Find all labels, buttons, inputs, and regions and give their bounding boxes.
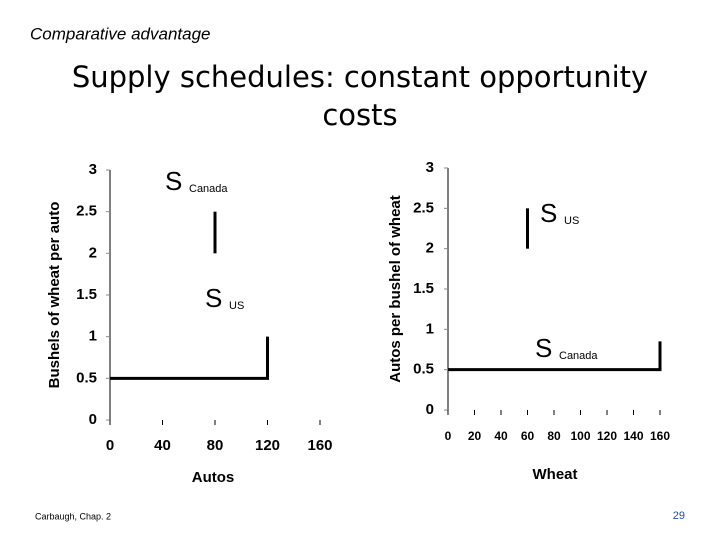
title-box: Supply schedules: constant opportunity c… xyxy=(71,60,649,132)
y-tick-label: 2 xyxy=(89,244,97,261)
supply-line xyxy=(448,341,662,372)
series-subscript: US xyxy=(564,215,579,227)
series-name: S xyxy=(535,333,552,363)
kicker: Comparative advantage xyxy=(30,24,211,43)
series-name: S xyxy=(205,283,222,313)
page-number: 29 xyxy=(673,510,685,522)
y-tick-label: 1 xyxy=(426,320,434,337)
supply-line xyxy=(110,336,269,380)
y-tick-label: 0.5 xyxy=(76,369,97,386)
y-tick-label: 0.5 xyxy=(413,361,434,378)
y-tick-label: 1 xyxy=(89,328,97,345)
slide-title: Supply schedules: constant opportunity c… xyxy=(71,60,649,132)
x-tick-label: 120 xyxy=(255,437,280,454)
series-name: S xyxy=(540,198,557,228)
y-tick-label: 2.5 xyxy=(413,199,434,216)
series-name: S xyxy=(165,166,182,196)
x-tick-label: 80 xyxy=(547,429,561,443)
y-tick-label: 0 xyxy=(426,401,434,418)
series-subscript: Canada xyxy=(559,350,598,362)
x-tick-label: 20 xyxy=(468,429,482,443)
y-tick-label: 2 xyxy=(426,240,434,257)
y-tick-label: 1.5 xyxy=(76,286,97,303)
y-tick-label: 3 xyxy=(89,161,97,178)
x-tick-label: 80 xyxy=(207,437,224,454)
series-subscript: Canada xyxy=(189,183,228,195)
y-tick-label: 0 xyxy=(89,411,97,428)
x-tick-label: 0 xyxy=(106,437,114,454)
x-tick-label: 60 xyxy=(521,429,535,443)
y-axis-title: Autos per bushel of wheat xyxy=(387,195,404,383)
source: Carbaugh, Chap. 2 xyxy=(35,511,111,521)
x-tick-label: 160 xyxy=(307,437,332,454)
x-tick-label: 140 xyxy=(623,429,643,443)
series-subscript: US xyxy=(229,300,244,312)
x-tick-label: 40 xyxy=(154,437,171,454)
x-axis-title: Autos xyxy=(192,469,235,486)
x-tick-label: 100 xyxy=(570,429,590,443)
x-axis-title: Wheat xyxy=(533,466,578,483)
y-tick-label: 1.5 xyxy=(413,280,434,297)
x-tick-label: 160 xyxy=(650,429,670,443)
y-axis-title: Bushels of wheat per auto xyxy=(46,202,63,389)
x-tick-label: 40 xyxy=(494,429,508,443)
x-tick-label: 120 xyxy=(597,429,617,443)
y-tick-label: 2.5 xyxy=(76,203,97,220)
x-tick-label: 0 xyxy=(445,429,452,443)
y-tick-label: 3 xyxy=(426,159,434,176)
